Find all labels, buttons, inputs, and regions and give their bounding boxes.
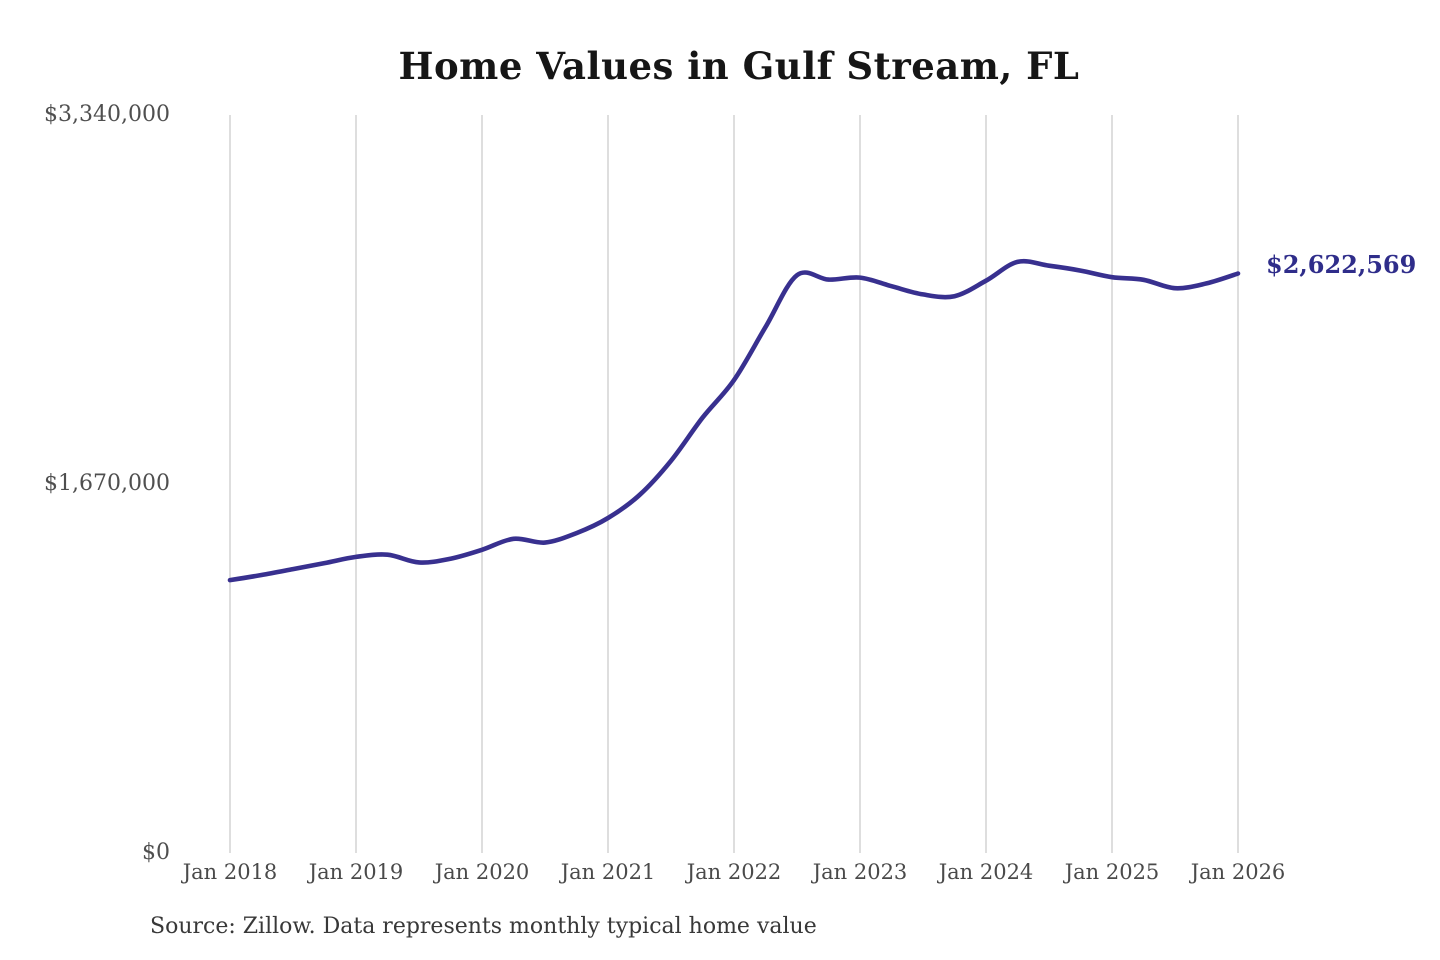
x-axis-label: Jan 2025	[1064, 860, 1160, 884]
x-axis-label: Jan 2026	[1190, 860, 1286, 884]
y-axis-label: $0	[142, 840, 170, 865]
x-axis-label: Jan 2019	[308, 860, 404, 884]
x-axis-label: Jan 2024	[938, 860, 1034, 884]
chart-title: Home Values in Gulf Stream, FL	[398, 44, 1080, 88]
latest-value-label: $2,622,569	[1266, 249, 1417, 279]
x-axis-label: Jan 2022	[686, 860, 782, 884]
x-axis-label: Jan 2023	[812, 860, 908, 884]
x-axis-label: Jan 2020	[434, 860, 530, 884]
x-axis-label: Jan 2018	[182, 860, 278, 884]
y-axis-label: $3,340,000	[44, 102, 170, 127]
home-value-line	[227, 258, 1241, 583]
x-axis-label: Jan 2021	[560, 860, 656, 884]
source-note: Source: Zillow. Data represents monthly …	[150, 914, 817, 939]
y-axis-label: $1,670,000	[44, 471, 170, 496]
